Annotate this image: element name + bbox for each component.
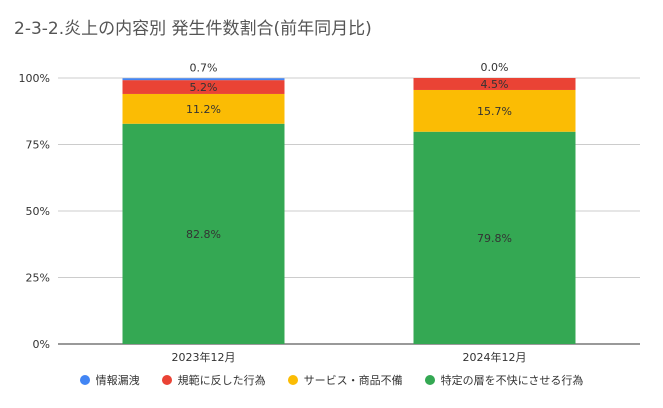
legend-item: 規範に反した行為	[161, 372, 266, 388]
bar-segment	[122, 93, 285, 124]
legend-label: 情報漏洩	[95, 374, 140, 387]
data-label: 79.8%	[477, 232, 512, 245]
data-label: 0.0%	[481, 61, 509, 74]
bar-segment	[122, 123, 285, 344]
chart-title: 2-3-2.炎上の内容別 発生件数割合(前年同月比)	[14, 19, 372, 39]
bars	[122, 78, 576, 344]
data-label: 5.2%	[190, 81, 218, 94]
x-tick-label: 2024年12月	[463, 350, 527, 364]
data-label: 11.2%	[186, 103, 221, 116]
y-tick-label: 25%	[26, 272, 50, 285]
legend-item: 特定の層を不快にさせる行為	[424, 372, 584, 388]
y-tick-label: 50%	[26, 205, 50, 218]
legend-label: 規範に反した行為	[177, 374, 266, 387]
data-labels: 82.8% 11.2% 5.2% 0.7% 79.8% 15.7% 4.5% 0.0%	[186, 61, 512, 245]
data-label: 15.7%	[477, 105, 512, 118]
x-tick-label: 2023年12月	[172, 350, 236, 364]
legend-swatch	[79, 375, 90, 385]
axes: 0% 25% 50% 75% 100% 2023年12月 2024年12月	[19, 72, 527, 364]
legend-item: 情報漏洩	[79, 372, 140, 388]
bar-segment	[122, 80, 285, 94]
bar-segment	[413, 131, 576, 344]
y-tick-label: 100%	[19, 72, 50, 85]
data-label: 4.5%	[481, 78, 509, 91]
y-tick-label: 0%	[33, 338, 50, 351]
legend-swatch	[287, 375, 298, 385]
data-label: 0.7%	[190, 61, 218, 74]
legend: 情報漏洩 規範に反した行為 サービス・商品不備 特定の層を不快にさせる行為	[0, 372, 663, 388]
bar-segment	[413, 89, 576, 132]
bar-segment	[413, 78, 576, 90]
legend-swatch	[161, 375, 172, 385]
legend-label: 特定の層を不快にさせる行為	[440, 374, 584, 387]
legend-label: サービス・商品不備	[303, 374, 403, 387]
data-label: 82.8%	[186, 228, 221, 241]
legend-swatch	[424, 375, 435, 385]
y-tick-label: 75%	[26, 139, 50, 152]
bar-segment	[122, 78, 285, 81]
legend-item: サービス・商品不備	[287, 372, 403, 388]
